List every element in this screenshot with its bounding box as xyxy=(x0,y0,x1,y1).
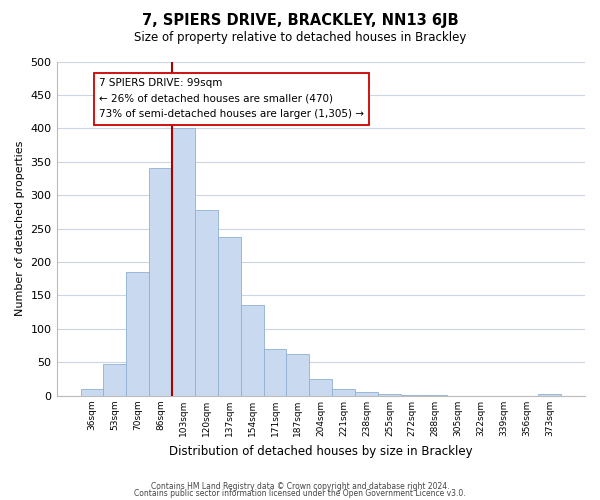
Bar xyxy=(80,389,103,396)
X-axis label: Distribution of detached houses by size in Brackley: Distribution of detached houses by size … xyxy=(169,444,473,458)
Text: 7 SPIERS DRIVE: 99sqm
← 26% of detached houses are smaller (470)
73% of semi-det: 7 SPIERS DRIVE: 99sqm ← 26% of detached … xyxy=(99,78,364,120)
Bar xyxy=(241,306,263,396)
Bar xyxy=(103,364,127,396)
Text: 7, SPIERS DRIVE, BRACKLEY, NN13 6JB: 7, SPIERS DRIVE, BRACKLEY, NN13 6JB xyxy=(142,12,458,28)
Text: Size of property relative to detached houses in Brackley: Size of property relative to detached ho… xyxy=(134,31,466,44)
Text: Contains public sector information licensed under the Open Government Licence v3: Contains public sector information licen… xyxy=(134,488,466,498)
Bar xyxy=(127,272,149,396)
Bar xyxy=(149,168,172,396)
Bar xyxy=(538,394,561,396)
Bar xyxy=(424,395,446,396)
Bar xyxy=(378,394,401,396)
Bar xyxy=(355,392,378,396)
Text: Contains HM Land Registry data © Crown copyright and database right 2024.: Contains HM Land Registry data © Crown c… xyxy=(151,482,449,491)
Bar xyxy=(310,379,332,396)
Bar xyxy=(286,354,310,396)
Bar xyxy=(263,349,286,396)
Bar xyxy=(172,128,195,396)
Bar xyxy=(218,236,241,396)
Bar xyxy=(401,395,424,396)
Bar xyxy=(195,210,218,396)
Bar xyxy=(332,389,355,396)
Y-axis label: Number of detached properties: Number of detached properties xyxy=(15,141,25,316)
